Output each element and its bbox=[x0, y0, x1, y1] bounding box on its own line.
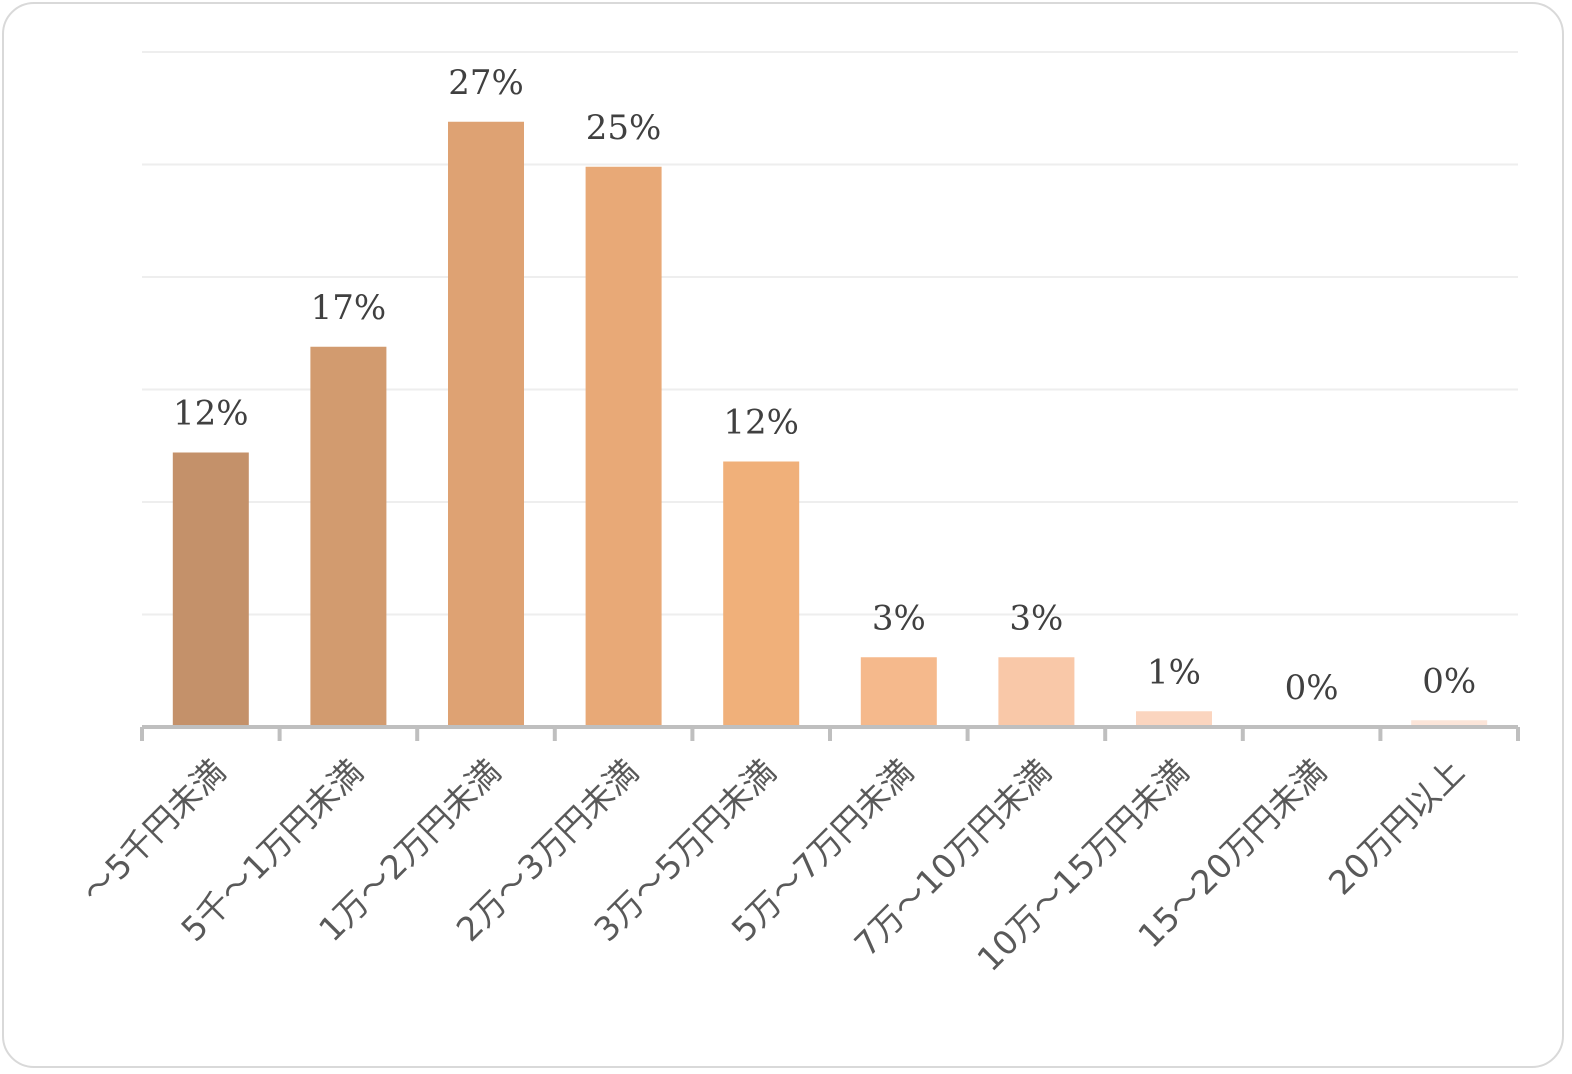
data-label: 17% bbox=[311, 288, 387, 328]
bars bbox=[172, 121, 1488, 727]
bar bbox=[1136, 711, 1212, 727]
data-label: 27% bbox=[448, 63, 524, 103]
data-label: 3% bbox=[872, 598, 926, 638]
bar bbox=[1411, 720, 1488, 727]
value-labels: 12% 17% 27% 25% 12% 3% 3% 1% 0% 0% bbox=[173, 63, 1476, 708]
bar bbox=[998, 657, 1075, 727]
data-label: 0% bbox=[1285, 668, 1339, 708]
data-label: 1% bbox=[1147, 652, 1201, 692]
data-label: 25% bbox=[586, 108, 662, 148]
data-label: 3% bbox=[1009, 598, 1063, 638]
bar bbox=[310, 346, 387, 727]
bar bbox=[448, 121, 524, 727]
data-label: 12% bbox=[173, 394, 249, 434]
category-labels: ～5千円未満5千～1万円未満1万～2万円未満2万～3万円未満3万～5万円未満5万… bbox=[74, 752, 1471, 979]
bar bbox=[860, 657, 937, 727]
x-tick-label: 20万円以上 bbox=[1321, 752, 1472, 903]
data-label: 0% bbox=[1422, 661, 1476, 701]
x-axis bbox=[140, 725, 1520, 741]
data-label: 12% bbox=[723, 403, 799, 443]
bar bbox=[723, 461, 800, 727]
bar bbox=[585, 166, 662, 727]
bar bbox=[172, 452, 249, 727]
